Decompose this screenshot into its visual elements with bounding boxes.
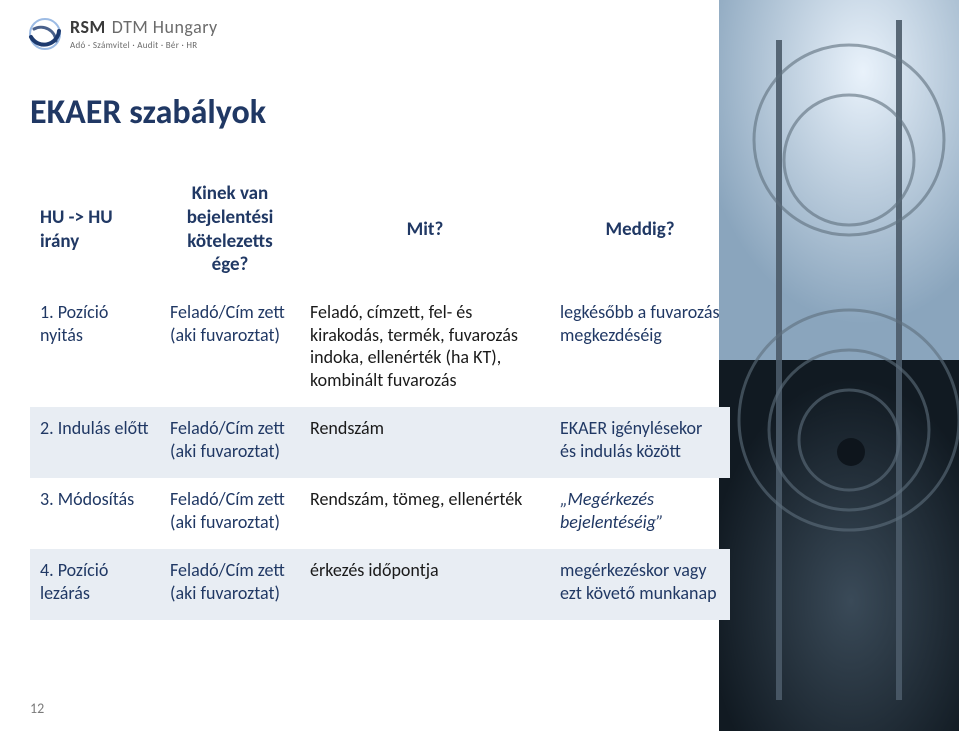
cell-phase: 3. Módosítás <box>30 478 160 549</box>
cell-phase: 4. Pozíció lezárás <box>30 549 160 620</box>
logo-rsm: RSM <box>70 16 106 38</box>
cell-who: Feladó/Cím zett (aki fuvaroztat) <box>160 549 300 620</box>
cell-what: Rendszám <box>300 407 550 478</box>
spiral-photo-svg <box>719 0 959 731</box>
th-direction: HU -> HU irány <box>30 168 160 291</box>
cell-phase: 1. Pozíció nyitás <box>30 291 160 407</box>
page-number: 12 <box>30 700 44 717</box>
cell-when: legkésőbb a fuvarozás megkezdéséig <box>550 291 730 407</box>
th-what: Mit? <box>300 168 550 291</box>
globe-icon <box>28 17 62 51</box>
logo-tagline: Adó · Számvitel · Audit · Bér · HR <box>70 40 218 51</box>
company-logo: RSM DTM Hungary Adó · Számvitel · Audit … <box>28 16 218 51</box>
logo-text-block: RSM DTM Hungary Adó · Számvitel · Audit … <box>70 16 218 51</box>
slide-page: RSM DTM Hungary Adó · Számvitel · Audit … <box>0 0 959 731</box>
cell-when: „Megérkezés bejelentéséig” <box>550 478 730 549</box>
cell-what: érkezés időpontja <box>300 549 550 620</box>
cell-when: megérkezéskor vagy ezt követő munkanap <box>550 549 730 620</box>
rules-table-wrap: HU -> HU irány Kinek van bejelentési köt… <box>30 168 730 620</box>
cell-who: Feladó/Cím zett (aki fuvaroztat) <box>160 478 300 549</box>
table-header-row: HU -> HU irány Kinek van bejelentési köt… <box>30 168 730 291</box>
page-title: EKAER szabályok <box>30 92 266 133</box>
cell-who: Feladó/Cím zett (aki fuvaroztat) <box>160 407 300 478</box>
logo-dtm: DTM Hungary <box>112 16 218 38</box>
table-row: 1. Pozíció nyitás Feladó/Cím zett (aki f… <box>30 291 730 407</box>
cell-what: Feladó, címzett, fel- és kirakodás, term… <box>300 291 550 407</box>
rules-table: HU -> HU irány Kinek van bejelentési köt… <box>30 168 730 620</box>
th-who: Kinek van bejelentési kötelezetts ége? <box>160 168 300 291</box>
cell-what: Rendszám, tömeg, ellenérték <box>300 478 550 549</box>
table-row: 3. Módosítás Feladó/Cím zett (aki fuvaro… <box>30 478 730 549</box>
table-row: 4. Pozíció lezárás Feladó/Cím zett (aki … <box>30 549 730 620</box>
cell-when: EKAER igénylésekor és indulás között <box>550 407 730 478</box>
cell-phase: 2. Indulás előtt <box>30 407 160 478</box>
spiral-photo <box>719 0 959 731</box>
th-when: Meddig? <box>550 168 730 291</box>
table-row: 2. Indulás előtt Feladó/Cím zett (aki fu… <box>30 407 730 478</box>
cell-who: Feladó/Cím zett (aki fuvaroztat) <box>160 291 300 407</box>
